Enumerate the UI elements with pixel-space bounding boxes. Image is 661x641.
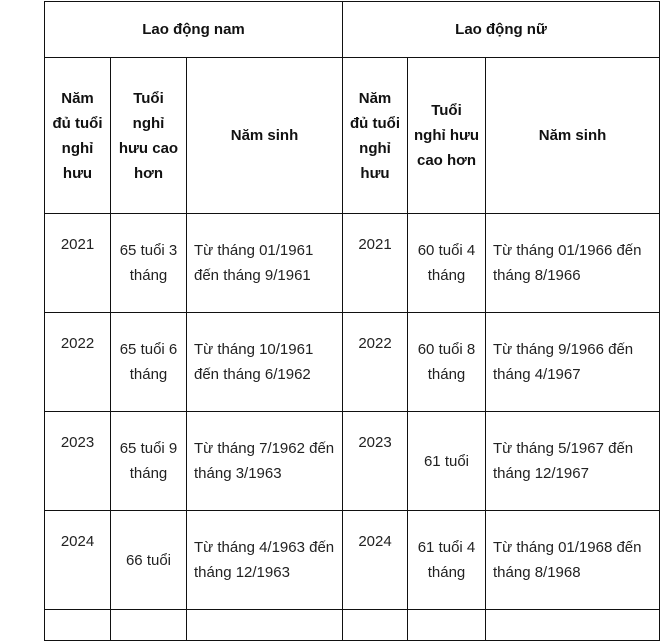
female-year: 2024 (342, 510, 408, 610)
male-age: 65 tuổi 9 tháng (110, 411, 187, 511)
column-header-row: Năm đủ tuổi nghỉ hưu Tuổi nghỉ hưu cao h… (44, 57, 661, 214)
female-age: 60 tuổi 4 tháng (407, 213, 486, 313)
male-group-header: Lao động nam (44, 1, 343, 58)
empty-cell (110, 609, 187, 641)
male-year: 2024 (44, 510, 111, 610)
empty-cell (484, 609, 661, 641)
table-row: 2023 65 tuổi 9 tháng Từ tháng 7/1962 đến… (44, 411, 661, 511)
male-year: 2023 (44, 411, 111, 511)
female-birth-header: Năm sinh (484, 57, 661, 214)
female-age: 61 tuổi (407, 411, 486, 511)
female-birth: Từ tháng 01/1966 đến tháng 8/1966 (484, 213, 661, 313)
female-birth: Từ tháng 01/1968 đến tháng 8/1968 (484, 510, 661, 610)
female-year: 2022 (342, 312, 408, 412)
female-year: 2021 (342, 213, 408, 313)
male-age-header: Tuổi nghỉ hưu cao hơn (110, 57, 187, 214)
male-year: 2022 (44, 312, 111, 412)
male-year: 2021 (44, 213, 111, 313)
table-row-cut-off (44, 609, 661, 641)
female-year: 2023 (342, 411, 408, 511)
male-birth-header: Năm sinh (186, 57, 343, 214)
table-row: 2021 65 tuổi 3 tháng Từ tháng 01/1961 đế… (44, 213, 661, 313)
male-age: 66 tuổi (110, 510, 187, 610)
male-age: 65 tuổi 3 tháng (110, 213, 187, 313)
male-birth: Từ tháng 10/1961 đến tháng 6/1962 (186, 312, 343, 412)
empty-cell (407, 609, 486, 641)
male-birth: Từ tháng 7/1962 đến tháng 3/1963 (186, 411, 343, 511)
female-age: 60 tuổi 8 tháng (407, 312, 486, 412)
female-group-header: Lao động nữ (341, 1, 661, 58)
male-age: 65 tuổi 6 tháng (110, 312, 187, 412)
table-row: 2024 66 tuổi Từ tháng 4/1963 đến tháng 1… (44, 510, 661, 610)
female-birth: Từ tháng 9/1966 đến tháng 4/1967 (484, 312, 661, 412)
retirement-age-table: Lao động nam Lao động nữ Năm đủ tuổi ngh… (44, 1, 661, 641)
female-birth: Từ tháng 5/1967 đến tháng 12/1967 (484, 411, 661, 511)
empty-cell (342, 609, 408, 641)
male-birth: Từ tháng 4/1963 đến tháng 12/1963 (186, 510, 343, 610)
empty-cell (44, 609, 111, 641)
group-header-row: Lao động nam Lao động nữ (44, 1, 661, 58)
female-year-header: Năm đủ tuổi nghỉ hưu (342, 57, 408, 214)
male-birth: Từ tháng 01/1961 đến tháng 9/1961 (186, 213, 343, 313)
male-year-header: Năm đủ tuổi nghỉ hưu (44, 57, 111, 214)
female-age-header: Tuổi nghỉ hưu cao hơn (407, 57, 486, 214)
empty-cell (186, 609, 343, 641)
table-row: 2022 65 tuổi 6 tháng Từ tháng 10/1961 đế… (44, 312, 661, 412)
female-age: 61 tuổi 4 tháng (407, 510, 486, 610)
